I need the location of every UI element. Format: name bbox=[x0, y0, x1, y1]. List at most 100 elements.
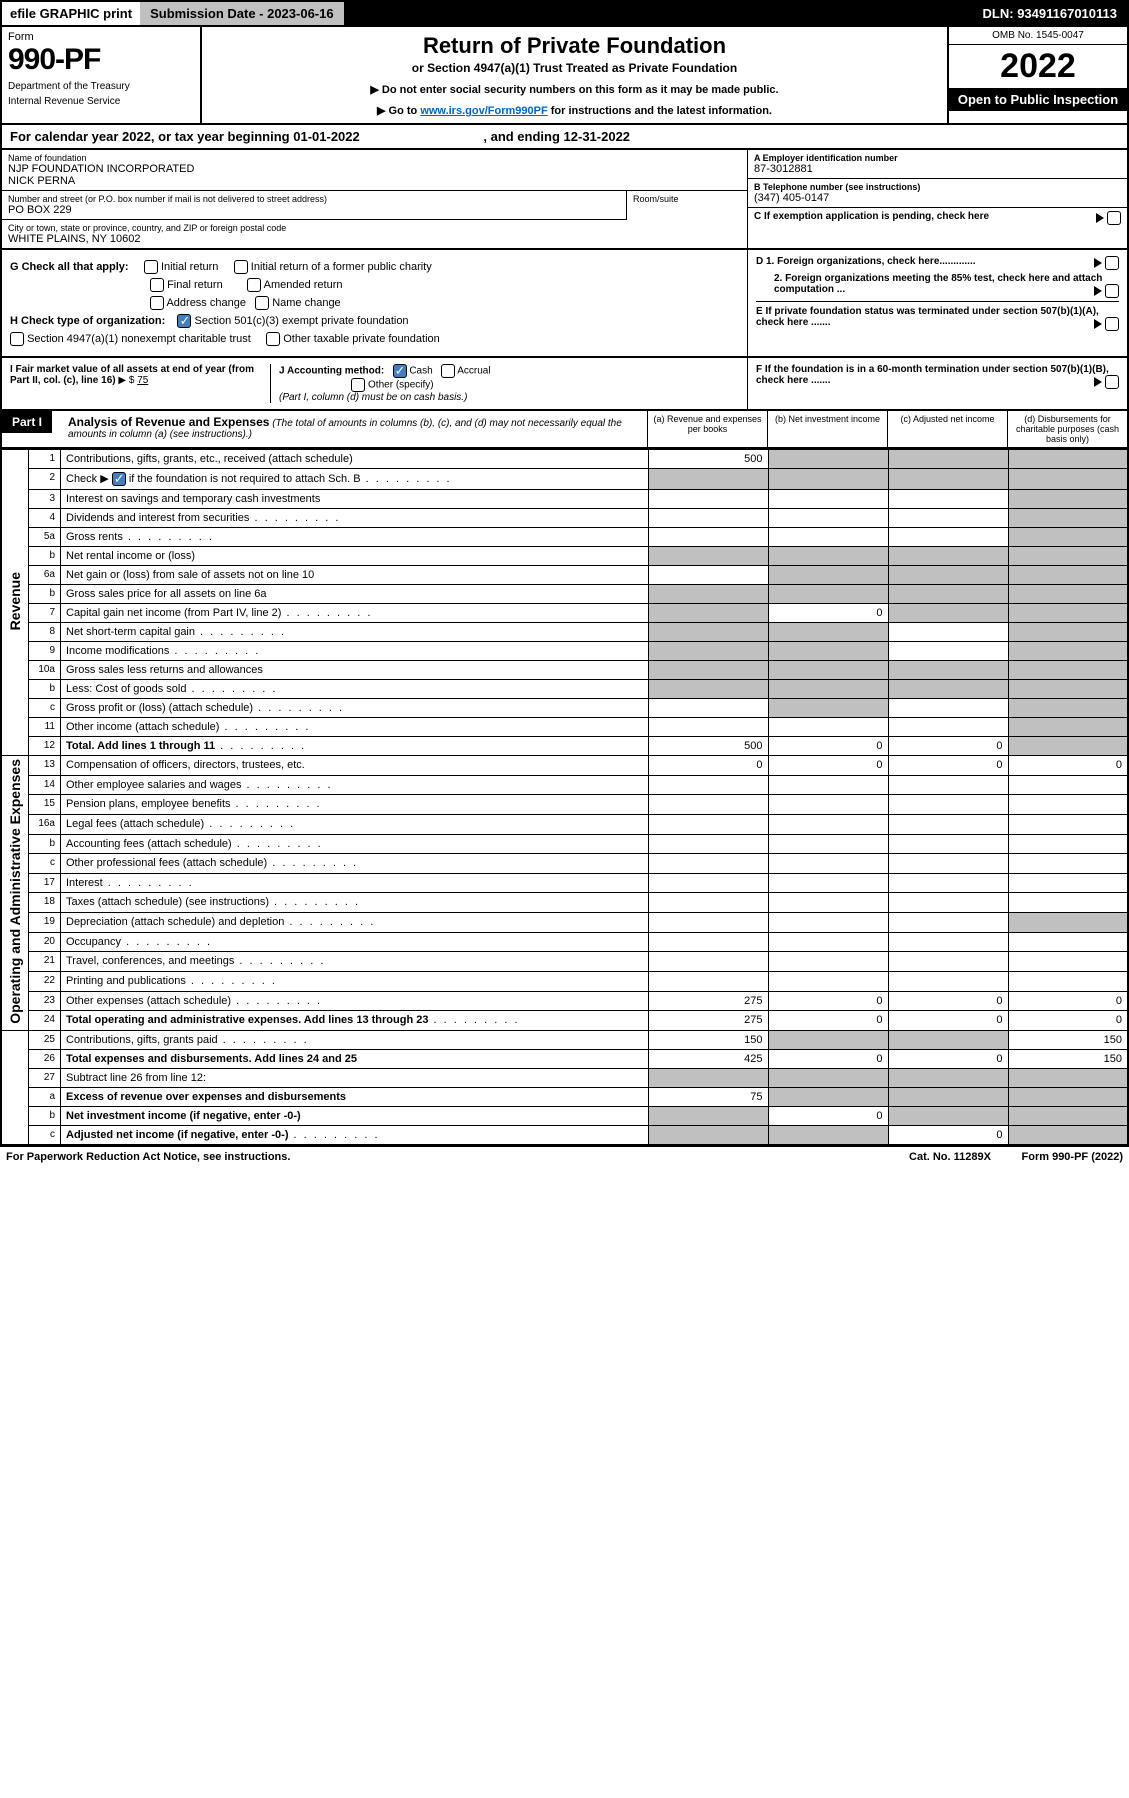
f-checkbox[interactable] bbox=[1105, 375, 1119, 389]
col-a-header: (a) Revenue and expenses per books bbox=[647, 411, 767, 447]
revenue-side-label: Revenue bbox=[7, 572, 23, 630]
footer-left: For Paperwork Reduction Act Notice, see … bbox=[6, 1151, 290, 1163]
arrow-icon bbox=[1094, 258, 1102, 268]
table-row: 15Pension plans, employee benefits bbox=[1, 795, 1128, 815]
table-row: 12Total. Add lines 1 through 1150000 bbox=[1, 737, 1128, 756]
form-title: Return of Private Foundation bbox=[208, 33, 941, 59]
table-row: cOther professional fees (attach schedul… bbox=[1, 854, 1128, 874]
c-checkbox[interactable] bbox=[1107, 211, 1121, 225]
omb-number: OMB No. 1545-0047 bbox=[949, 27, 1127, 45]
table-row: 3Interest on savings and temporary cash … bbox=[1, 490, 1128, 509]
table-row: 4Dividends and interest from securities bbox=[1, 509, 1128, 528]
table-row: 18Taxes (attach schedule) (see instructi… bbox=[1, 893, 1128, 913]
form-header: Form 990-PF Department of the Treasury I… bbox=[0, 27, 1129, 125]
f-label: F If the foundation is in a 60-month ter… bbox=[756, 364, 1109, 386]
table-row: aExcess of revenue over expenses and dis… bbox=[1, 1087, 1128, 1106]
table-row: Operating and Administrative Expenses 13… bbox=[1, 756, 1128, 776]
ein-label: A Employer identification number bbox=[754, 153, 1121, 163]
c-label: C If exemption application is pending, c… bbox=[754, 211, 989, 222]
part1-table: Revenue 1 Contributions, gifts, grants, … bbox=[0, 449, 1129, 1146]
irs-link[interactable]: www.irs.gov/Form990PF bbox=[420, 105, 547, 117]
room-label: Room/suite bbox=[633, 194, 741, 204]
other-taxable-checkbox[interactable] bbox=[266, 332, 280, 346]
table-row: 6aNet gain or (loss) from sale of assets… bbox=[1, 566, 1128, 585]
table-row: 14Other employee salaries and wages bbox=[1, 775, 1128, 795]
part1-header: Part I Analysis of Revenue and Expenses … bbox=[0, 411, 1129, 449]
j-note: (Part I, column (d) must be on cash basi… bbox=[279, 392, 467, 403]
name-change-checkbox[interactable] bbox=[255, 296, 269, 310]
h-label: H Check type of organization: bbox=[10, 315, 165, 327]
d2-checkbox[interactable] bbox=[1105, 284, 1119, 298]
part1-label: Part I bbox=[2, 411, 52, 433]
addr-label: Number and street (or P.O. box number if… bbox=[8, 194, 620, 204]
i-label: I Fair market value of all assets at end… bbox=[10, 364, 254, 386]
submission-date: Submission Date - 2023-06-16 bbox=[140, 2, 344, 25]
irs-label: Internal Revenue Service bbox=[8, 96, 194, 107]
table-row: bGross sales price for all assets on lin… bbox=[1, 585, 1128, 604]
ein-value: 87-3012881 bbox=[754, 163, 1121, 175]
open-inspection: Open to Public Inspection bbox=[949, 88, 1127, 111]
foundation-city: WHITE PLAINS, NY 10602 bbox=[8, 233, 741, 245]
footer-cat: Cat. No. 11289X bbox=[909, 1151, 991, 1163]
4947-checkbox[interactable] bbox=[10, 332, 24, 346]
initial-return-checkbox[interactable] bbox=[144, 260, 158, 274]
table-row: 8Net short-term capital gain bbox=[1, 623, 1128, 642]
expenses-side-label: Operating and Administrative Expenses bbox=[7, 759, 23, 1024]
col-d-header: (d) Disbursements for charitable purpose… bbox=[1007, 411, 1127, 447]
final-return-checkbox[interactable] bbox=[150, 278, 164, 292]
tax-year: 2022 bbox=[949, 45, 1127, 88]
table-row: cAdjusted net income (if negative, enter… bbox=[1, 1125, 1128, 1145]
check-section-2: I Fair market value of all assets at end… bbox=[0, 358, 1129, 411]
arrow-icon bbox=[1094, 377, 1102, 387]
e-label: E If private foundation status was termi… bbox=[756, 306, 1099, 328]
d2-label: 2. Foreign organizations meeting the 85%… bbox=[774, 273, 1102, 295]
arrow-icon bbox=[1096, 213, 1104, 223]
arrow-icon bbox=[1094, 319, 1102, 329]
schb-checkbox[interactable] bbox=[112, 472, 126, 486]
table-row: 5aGross rents bbox=[1, 528, 1128, 547]
table-row: 21Travel, conferences, and meetings bbox=[1, 952, 1128, 972]
table-row: cGross profit or (loss) (attach schedule… bbox=[1, 699, 1128, 718]
table-row: 26Total expenses and disbursements. Add … bbox=[1, 1049, 1128, 1068]
g-label: G Check all that apply: bbox=[10, 261, 129, 273]
accrual-checkbox[interactable] bbox=[441, 364, 455, 378]
table-row: 19Depreciation (attach schedule) and dep… bbox=[1, 913, 1128, 933]
initial-former-checkbox[interactable] bbox=[234, 260, 248, 274]
table-row: 11Other income (attach schedule) bbox=[1, 718, 1128, 737]
cash-checkbox[interactable] bbox=[393, 364, 407, 378]
e-checkbox[interactable] bbox=[1105, 317, 1119, 331]
table-row: 24Total operating and administrative exp… bbox=[1, 1011, 1128, 1031]
amended-return-checkbox[interactable] bbox=[247, 278, 261, 292]
table-row: 22Printing and publications bbox=[1, 971, 1128, 991]
form-word: Form bbox=[8, 31, 194, 43]
table-row: 25Contributions, gifts, grants paid15015… bbox=[1, 1030, 1128, 1049]
top-bar: efile GRAPHIC print Submission Date - 20… bbox=[0, 0, 1129, 27]
i-value: 75 bbox=[137, 375, 148, 386]
dln: DLN: 93491167010113 bbox=[973, 2, 1127, 25]
table-row: 9Income modifications bbox=[1, 642, 1128, 661]
501c3-checkbox[interactable] bbox=[177, 314, 191, 328]
table-row: 17Interest bbox=[1, 873, 1128, 893]
tel-value: (347) 405-0147 bbox=[754, 192, 1121, 204]
address-change-checkbox[interactable] bbox=[150, 296, 164, 310]
name-label: Name of foundation bbox=[8, 153, 741, 163]
city-label: City or town, state or province, country… bbox=[8, 223, 741, 233]
d1-checkbox[interactable] bbox=[1105, 256, 1119, 270]
part1-title: Analysis of Revenue and Expenses bbox=[68, 415, 269, 429]
table-row: 10aGross sales less returns and allowanc… bbox=[1, 661, 1128, 680]
dept-treasury: Department of the Treasury bbox=[8, 81, 194, 92]
j-label: J Accounting method: bbox=[279, 366, 384, 377]
other-method-checkbox[interactable] bbox=[351, 378, 365, 392]
page-footer: For Paperwork Reduction Act Notice, see … bbox=[0, 1146, 1129, 1167]
table-row: 2 Check ▶ if the foundation is not requi… bbox=[1, 469, 1128, 490]
ssn-note: ▶ Do not enter social security numbers o… bbox=[208, 83, 941, 96]
table-row: bLess: Cost of goods sold bbox=[1, 680, 1128, 699]
table-row: 7Capital gain net income (from Part IV, … bbox=[1, 604, 1128, 623]
col-b-header: (b) Net investment income bbox=[767, 411, 887, 447]
link-note: ▶ Go to www.irs.gov/Form990PF for instru… bbox=[208, 104, 941, 117]
form-subtitle: or Section 4947(a)(1) Trust Treated as P… bbox=[208, 61, 941, 75]
footer-right: Form 990-PF (2022) bbox=[1022, 1151, 1123, 1163]
foundation-addr: PO BOX 229 bbox=[8, 204, 620, 216]
tel-label: B Telephone number (see instructions) bbox=[754, 182, 1121, 192]
table-row: 20Occupancy bbox=[1, 932, 1128, 952]
